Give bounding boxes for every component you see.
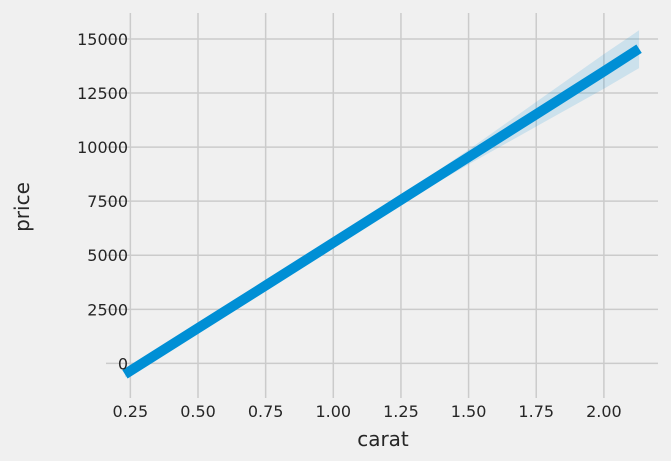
x-axis-title: carat <box>357 427 409 451</box>
y-tick-label: 10000 <box>77 138 128 157</box>
y-axis-title: price <box>10 182 34 232</box>
x-tick-label: 0.25 <box>113 402 149 421</box>
x-tick-label: 0.75 <box>248 402 284 421</box>
y-tick-label: 0 <box>118 354 128 373</box>
y-tick-label: 12500 <box>77 84 128 103</box>
grid <box>106 13 658 398</box>
y-tick-label: 15000 <box>77 30 128 49</box>
x-tick-label: 0.50 <box>180 402 216 421</box>
regression-line-layer <box>122 44 642 379</box>
x-tick-label: 1.00 <box>315 402 351 421</box>
y-tick-label: 7500 <box>87 192 128 211</box>
x-tick-label: 1.25 <box>383 402 419 421</box>
x-tick-label: 2.00 <box>586 402 622 421</box>
x-tick-label: 1.75 <box>518 402 554 421</box>
x-tick-labels: 0.25 0.50 0.75 1.00 1.25 1.50 1.75 2.00 <box>113 402 622 421</box>
y-tick-label: 2500 <box>87 300 128 319</box>
x-tick-label: 1.50 <box>451 402 487 421</box>
y-tick-label: 5000 <box>87 246 128 265</box>
y-tick-labels: 0 2500 5000 7500 10000 12500 15000 <box>77 30 128 373</box>
regression-line <box>122 44 642 379</box>
